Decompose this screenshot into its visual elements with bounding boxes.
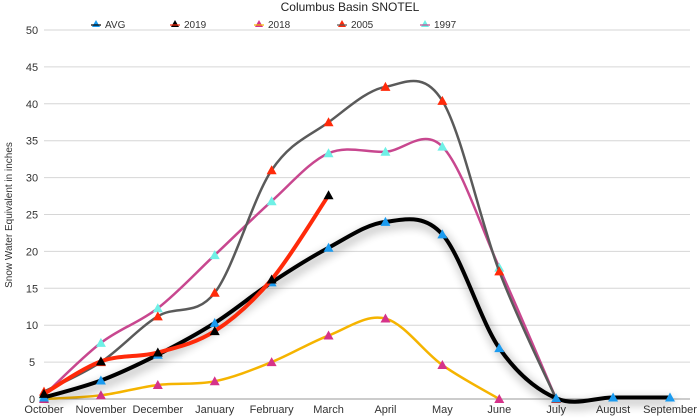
data-point-avg bbox=[437, 229, 448, 239]
data-point-2005 bbox=[266, 165, 277, 175]
data-point-2005 bbox=[380, 81, 391, 91]
x-tick-label: July bbox=[546, 404, 566, 416]
x-axis-ticks: October November December January February Ma… bbox=[24, 404, 697, 416]
x-tick-label: October bbox=[24, 404, 63, 416]
y-tick-label: 45 bbox=[26, 62, 38, 74]
y-tick-label: 35 bbox=[26, 136, 38, 148]
data-point-avg bbox=[323, 242, 334, 252]
series-line-2019 bbox=[42, 193, 331, 396]
data-point-avg bbox=[380, 216, 391, 226]
x-tick-label: May bbox=[432, 404, 453, 416]
legend-marker bbox=[421, 20, 429, 27]
data-point-2019 bbox=[95, 356, 106, 366]
x-tick-label: August bbox=[596, 404, 630, 416]
data-point-2019 bbox=[266, 274, 277, 284]
data-point-2018 bbox=[494, 394, 505, 403]
data-point-2019 bbox=[209, 326, 220, 336]
gridlines bbox=[44, 29, 690, 400]
x-tick-label: January bbox=[195, 404, 235, 416]
y-tick-label: 30 bbox=[26, 173, 38, 185]
data-point-2019 bbox=[152, 347, 163, 357]
y-tick-label: 10 bbox=[26, 320, 38, 332]
data-point-avg bbox=[209, 317, 220, 327]
data-point-1997 bbox=[95, 337, 106, 347]
data-point-2018 bbox=[152, 379, 163, 389]
series-group bbox=[39, 79, 675, 404]
series-avg bbox=[39, 216, 675, 404]
legend-label: 2019 bbox=[184, 20, 207, 31]
legend-item-1997: 1997 bbox=[420, 20, 457, 31]
y-tick-label: 25 bbox=[26, 210, 38, 222]
data-point-2005 bbox=[152, 311, 163, 321]
legend-label: 1997 bbox=[434, 20, 457, 31]
data-point-2018 bbox=[209, 376, 220, 386]
data-point-2005 bbox=[494, 266, 505, 276]
legend-label: AVG bbox=[105, 20, 126, 31]
series-line-2005 bbox=[42, 79, 558, 401]
x-tick-label: December bbox=[132, 404, 183, 416]
y-tick-label: 5 bbox=[29, 357, 35, 369]
y-tick-label: 0 bbox=[29, 394, 35, 406]
data-point-2019 bbox=[323, 190, 334, 200]
legend: AVG 2019 2018 2005 1997 bbox=[91, 20, 457, 31]
data-point-1997 bbox=[437, 141, 448, 151]
data-point-2005 bbox=[209, 287, 220, 297]
data-point-1997 bbox=[380, 146, 391, 156]
series-line-avg bbox=[42, 217, 672, 404]
data-point-1997 bbox=[266, 196, 277, 206]
chart-title: Columbus Basin SNOTEL bbox=[281, 0, 420, 14]
data-point-2019 bbox=[39, 388, 49, 398]
y-axis-label: Snow Water Equivalent in inches bbox=[4, 142, 15, 288]
legend-item-2019: 2019 bbox=[170, 20, 207, 31]
legend-label: 2018 bbox=[268, 20, 291, 31]
data-point-2005 bbox=[437, 95, 448, 105]
legend-marker bbox=[171, 20, 179, 27]
x-tick-label: April bbox=[374, 404, 396, 416]
data-point-2018 bbox=[266, 357, 277, 367]
legend-marker bbox=[255, 20, 263, 27]
data-point-1997 bbox=[152, 303, 163, 313]
series-1997 bbox=[39, 137, 562, 403]
data-point-avg bbox=[95, 375, 106, 385]
x-tick-label: March bbox=[313, 404, 344, 416]
x-tick-label: June bbox=[487, 404, 511, 416]
data-point-avg bbox=[608, 392, 619, 402]
legend-item-2018: 2018 bbox=[254, 20, 291, 31]
y-tick-label: 50 bbox=[26, 25, 38, 37]
data-point-2018 bbox=[380, 313, 391, 323]
series-2019 bbox=[39, 190, 334, 398]
data-point-1997 bbox=[209, 250, 220, 260]
data-point-avg bbox=[665, 392, 675, 402]
y-tick-label: 15 bbox=[26, 283, 38, 295]
data-point-avg bbox=[551, 393, 562, 403]
y-tick-label: 20 bbox=[26, 246, 38, 258]
y-tick-label: 40 bbox=[26, 99, 38, 111]
legend-item-avg: AVG bbox=[91, 20, 126, 31]
legend-item-2005: 2005 bbox=[337, 20, 374, 31]
legend-marker bbox=[338, 20, 346, 27]
data-point-2018 bbox=[437, 360, 448, 370]
legend-label: 2005 bbox=[351, 20, 374, 31]
x-tick-label: November bbox=[76, 404, 127, 416]
data-point-1997 bbox=[323, 148, 334, 158]
data-point-2005 bbox=[323, 117, 334, 127]
y-axis-ticks: 0 5 10 15 20 25 30 35 40 45 50 bbox=[26, 25, 38, 406]
x-tick-label: February bbox=[250, 404, 295, 416]
data-point-avg bbox=[494, 343, 505, 353]
data-point-2018 bbox=[95, 390, 106, 400]
legend-marker bbox=[92, 20, 100, 27]
data-point-2018 bbox=[323, 330, 334, 340]
x-tick-label: September bbox=[643, 404, 697, 416]
